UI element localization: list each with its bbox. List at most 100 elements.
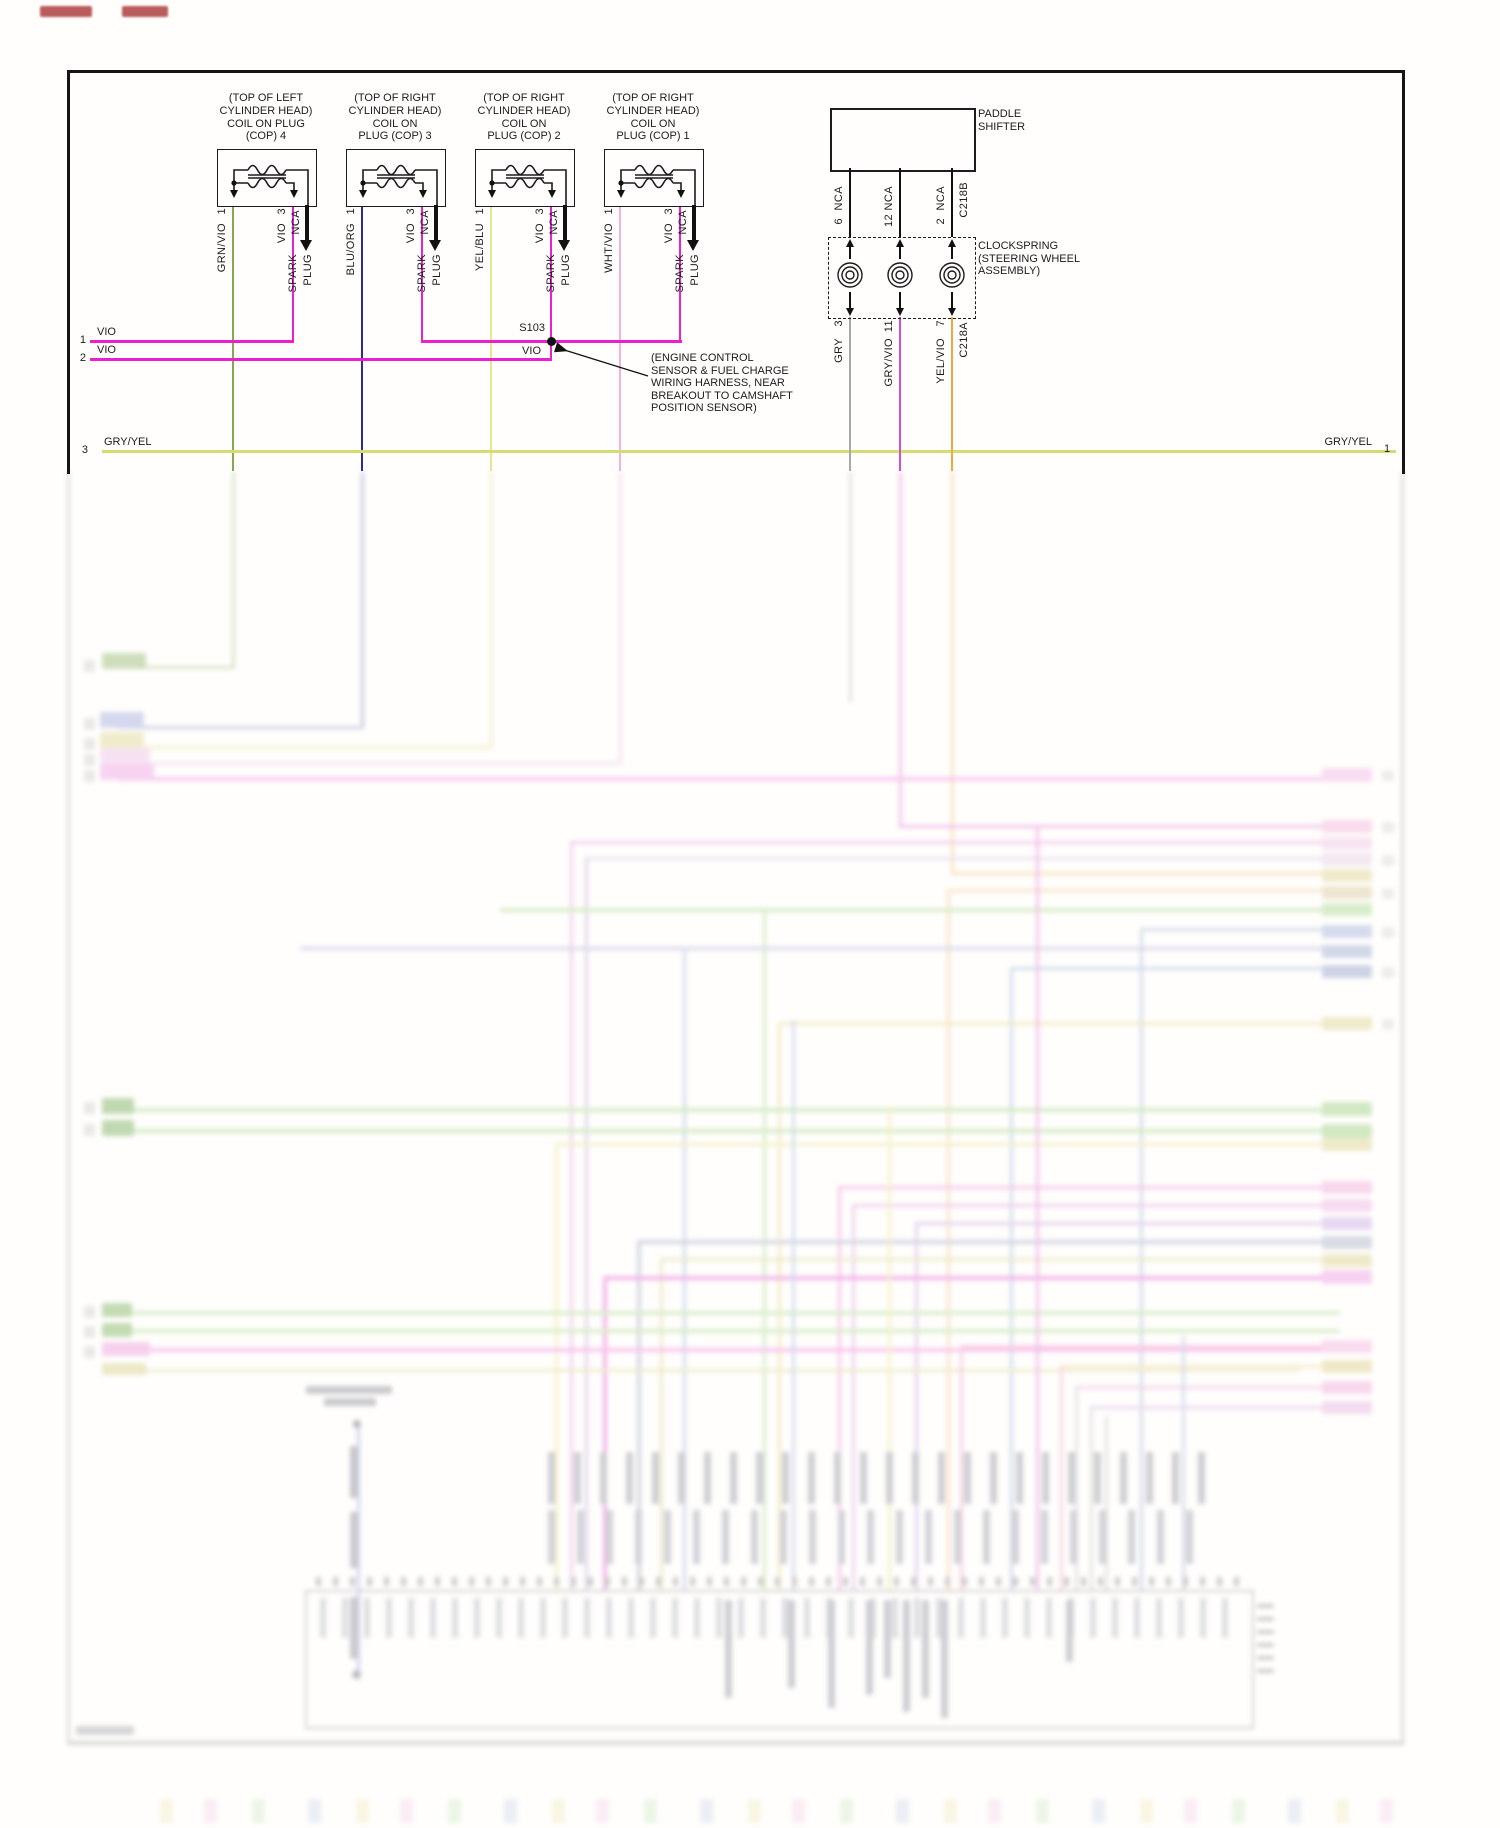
blurred-detail bbox=[1105, 1416, 1108, 1590]
blurred-detail bbox=[1382, 927, 1394, 938]
wire-gry-yel bbox=[102, 450, 1396, 453]
clockspring-stub bbox=[898, 245, 902, 259]
blurred-detail bbox=[1322, 1181, 1372, 1194]
ignition-coil-icon bbox=[488, 164, 567, 206]
cop2-pin3-number: 3 bbox=[534, 208, 546, 215]
paddle-pin1-wire-label: NCA bbox=[833, 186, 845, 211]
clockspring-pin2-number: 11 bbox=[883, 320, 895, 333]
clockspring-stub bbox=[848, 245, 852, 259]
blurred-detail bbox=[1322, 837, 1372, 850]
blurred-detail bbox=[1322, 1360, 1372, 1373]
blurred-detail bbox=[118, 1329, 1340, 1333]
blurred-detail bbox=[1322, 820, 1372, 833]
wire-vio-cop4 bbox=[291, 205, 295, 342]
blurred-detail bbox=[1382, 770, 1394, 781]
blurred-detail bbox=[84, 738, 95, 750]
blurred-detail bbox=[1322, 965, 1372, 978]
clockspring-coil-icon bbox=[837, 262, 863, 288]
blurred-detail bbox=[1257, 1617, 1274, 1621]
blurred-detail bbox=[951, 472, 954, 874]
splice-name: S103 bbox=[519, 322, 545, 334]
clockspring-label: CLOCKSPRING (STEERING WHEEL ASSEMBLY) bbox=[978, 240, 1081, 278]
blurred-detail bbox=[357, 1428, 360, 1678]
wire-vio-lead2-riser bbox=[549, 341, 553, 360]
blurred-detail bbox=[490, 472, 493, 748]
blurred-detail bbox=[951, 872, 1325, 875]
clockspring-down-arrow bbox=[947, 308, 956, 316]
blurred-detail bbox=[76, 1726, 134, 1735]
cop4-spark-word1: SPARK bbox=[287, 254, 299, 293]
blurred-detail bbox=[118, 1129, 1325, 1133]
blurred-detail bbox=[1257, 1669, 1274, 1673]
blurred-detail bbox=[1322, 1138, 1372, 1151]
blurred-detail bbox=[1382, 888, 1394, 899]
blurred-detail bbox=[903, 1600, 910, 1712]
blurred-detail bbox=[1322, 1017, 1372, 1030]
blurred-detail bbox=[84, 1124, 95, 1136]
blurred-detail bbox=[1322, 1217, 1372, 1230]
blurred-detail bbox=[725, 1600, 732, 1698]
blurred-detail bbox=[316, 1577, 1244, 1586]
blurred-detail bbox=[828, 1600, 835, 1708]
blurred-detail bbox=[1036, 825, 1039, 1590]
redacted-text-blob bbox=[122, 6, 168, 17]
clockspring-box bbox=[828, 237, 976, 319]
paddle-pin2-wire-label: NCA bbox=[883, 186, 895, 211]
blurred-detail bbox=[555, 1143, 558, 1590]
cop2-spark-arrow bbox=[558, 240, 571, 251]
wire-wht-vio bbox=[618, 205, 622, 471]
blurred-detail bbox=[102, 1363, 146, 1375]
blurred-detail bbox=[1066, 1600, 1073, 1662]
blurred-detail bbox=[922, 1600, 929, 1698]
paddle-pin2-number: 12 bbox=[883, 214, 895, 228]
cop2-spark-word2: PLUG bbox=[560, 254, 572, 286]
cop2-spark-word1: SPARK bbox=[545, 254, 557, 293]
blurred-detail bbox=[102, 1120, 134, 1136]
cop3-spark-wire bbox=[434, 205, 438, 241]
blurred-detail bbox=[1182, 1336, 1185, 1590]
cop3-spark-arrow bbox=[429, 240, 442, 251]
connector-c218b-label: C218B bbox=[958, 182, 970, 218]
cop2-nca-label: NCA bbox=[548, 210, 560, 235]
blurred-detail bbox=[1382, 1019, 1394, 1030]
blurred-detail bbox=[102, 1323, 132, 1337]
wire-vio-lead2 bbox=[90, 358, 552, 361]
cop3-box bbox=[346, 149, 446, 207]
clockspring-up-arrow bbox=[845, 239, 854, 247]
blurred-detail bbox=[118, 1311, 1340, 1315]
paddle-shifter-box bbox=[830, 108, 976, 172]
wire-gry-vio bbox=[898, 317, 902, 471]
blurred-detail bbox=[849, 472, 852, 702]
cop2-pin3-wire-label: VIO bbox=[534, 223, 546, 244]
blurred-detail bbox=[1322, 1102, 1372, 1116]
blurred-detail bbox=[67, 472, 70, 1744]
blurred-detail bbox=[1090, 1406, 1093, 1590]
cop3-pin3-wire-label: VIO bbox=[405, 223, 417, 244]
blurred-detail bbox=[118, 762, 621, 765]
blurred-detail bbox=[960, 1345, 963, 1590]
cop1-pin3-wire-label: VIO bbox=[663, 223, 675, 244]
blurred-detail bbox=[1010, 967, 1013, 1590]
cop3-pin1-number: 1 bbox=[345, 208, 357, 215]
blurred-detail bbox=[300, 947, 1325, 950]
blurred-detail bbox=[637, 1240, 641, 1590]
blurred-detail bbox=[852, 1204, 855, 1590]
blurred-detail bbox=[1382, 822, 1394, 833]
cop4-pin3-wire-label: VIO bbox=[276, 223, 288, 244]
blurred-detail bbox=[899, 825, 1325, 828]
blurred-detail bbox=[1322, 768, 1372, 782]
blurred-detail bbox=[1322, 1270, 1372, 1284]
cop4-nca-label: NCA bbox=[290, 210, 302, 235]
blurred-detail bbox=[1140, 928, 1143, 1590]
blurred-detail bbox=[100, 764, 154, 780]
blurred-detail bbox=[1322, 886, 1372, 899]
blurred-detail bbox=[838, 1186, 841, 1590]
blurred-detail bbox=[352, 1670, 361, 1679]
cop4-caption: (TOP OF LEFT CYLINDER HEAD) COIL ON PLUG(… bbox=[219, 92, 313, 143]
cop3-caption: (TOP OF RIGHT CYLINDER HEAD) COIL ON PLUG … bbox=[348, 92, 442, 143]
blurred-detail bbox=[660, 1258, 1325, 1261]
blurred-detail bbox=[1090, 1406, 1325, 1409]
blurred-detail bbox=[1322, 925, 1372, 938]
clockspring-stub bbox=[950, 245, 954, 259]
redacted-text-blob bbox=[40, 6, 92, 17]
